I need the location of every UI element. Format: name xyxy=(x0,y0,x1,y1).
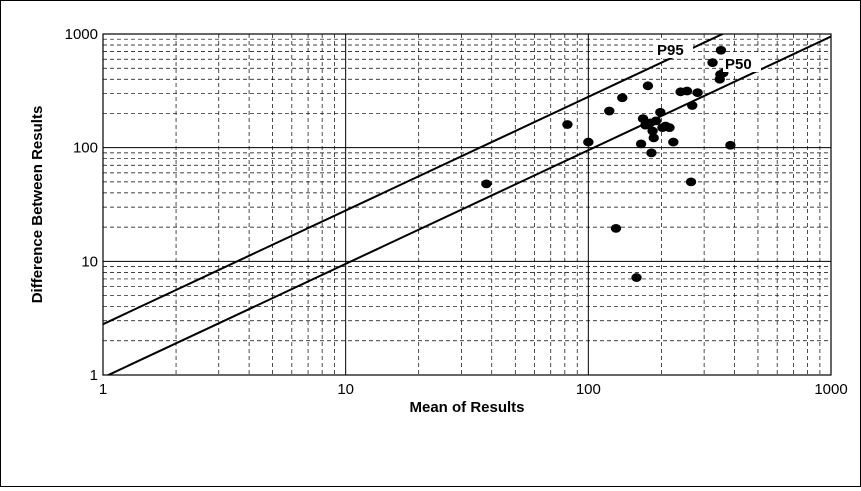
data-point xyxy=(648,133,659,143)
data-points xyxy=(481,45,736,282)
major-gridlines xyxy=(103,34,831,375)
data-point xyxy=(664,123,675,133)
y-tick-labels: 1 10 100 1000 xyxy=(65,26,98,384)
data-point xyxy=(687,101,698,110)
data-point xyxy=(650,116,662,126)
data-point xyxy=(481,179,492,189)
x-tick-label: 1 xyxy=(99,381,107,398)
y-tick-label: 100 xyxy=(73,140,98,157)
reference-label-bg xyxy=(655,41,693,58)
reference-line-p95 xyxy=(103,34,725,326)
data-point xyxy=(646,148,657,158)
x-tick-label: 10 xyxy=(337,381,354,398)
data-point xyxy=(631,273,642,282)
data-point xyxy=(681,86,693,96)
data-point xyxy=(655,107,666,117)
x-tick-labels: 1 10 100 1000 xyxy=(99,381,848,398)
data-point xyxy=(715,45,727,55)
reference-line-p50 xyxy=(106,35,831,375)
x-tick-label: 100 xyxy=(576,381,601,398)
data-point xyxy=(725,140,736,150)
data-point xyxy=(617,93,628,103)
reference-label-p95: P95 xyxy=(657,42,684,59)
data-point xyxy=(583,137,594,147)
data-point xyxy=(647,126,658,136)
x-axis-title: Mean of Results xyxy=(409,399,524,416)
data-point xyxy=(604,106,615,116)
data-point xyxy=(635,139,647,149)
y-tick-label: 1000 xyxy=(65,26,98,43)
y-tick-label: 1 xyxy=(90,367,98,384)
data-point xyxy=(685,177,697,187)
data-point xyxy=(642,81,654,91)
y-tick-label: 10 xyxy=(81,253,98,270)
x-tick-label: 1000 xyxy=(814,381,847,398)
reference-line-labels: P95 P50 xyxy=(655,41,761,73)
plot-border xyxy=(102,33,832,376)
reference-label-p50: P50 xyxy=(725,56,752,73)
data-point xyxy=(562,120,573,129)
data-point xyxy=(610,223,622,233)
data-point xyxy=(692,88,703,98)
plot-area xyxy=(103,34,831,375)
data-point xyxy=(707,58,718,68)
reference-lines xyxy=(103,34,831,375)
data-point xyxy=(668,137,679,147)
y-axis-title: Difference Between Results xyxy=(29,106,46,304)
reference-label-bg xyxy=(723,55,761,72)
